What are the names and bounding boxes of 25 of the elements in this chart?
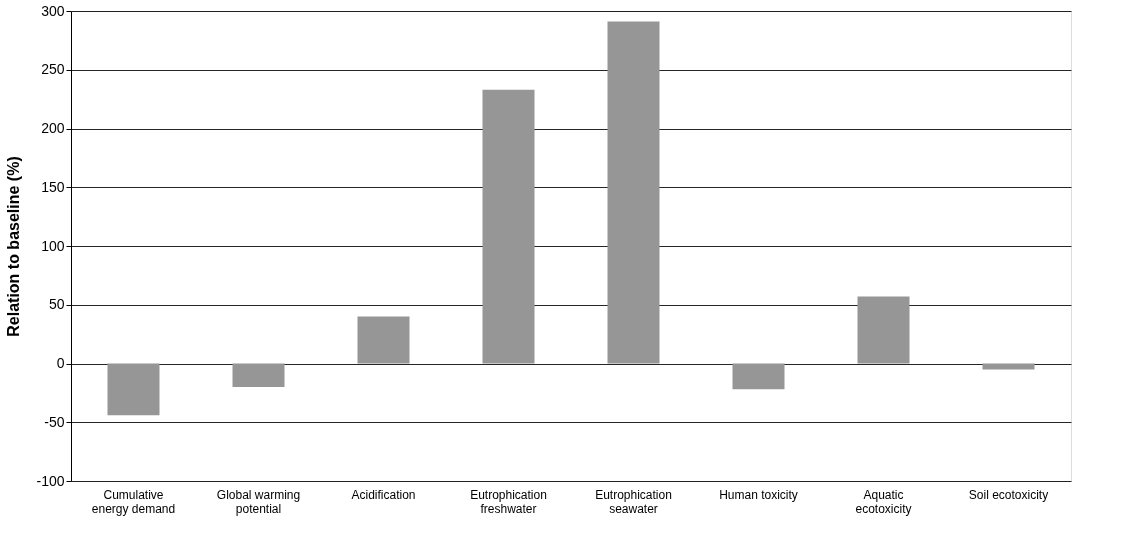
bar xyxy=(607,21,660,364)
y-tick-label: 250 xyxy=(41,61,65,78)
x-tick-label: Eutrophication freshwater xyxy=(470,487,547,516)
x-tick-label: Aquatic ecotoxicity xyxy=(855,487,912,516)
y-tick-label: 0 xyxy=(56,355,65,371)
y-axis-title: Relation to baseline (%) xyxy=(5,156,23,337)
bar xyxy=(732,363,785,390)
x-tick-label: Human toxicity xyxy=(719,487,798,502)
y-tick-label: 200 xyxy=(41,120,65,136)
y-tick-label: 50 xyxy=(48,296,65,313)
x-tick-label: Cumulative energy demand xyxy=(91,487,176,516)
x-tick-label: Acidification xyxy=(351,487,416,502)
x-tick-label: Eutrophication seawater xyxy=(595,487,672,516)
bar xyxy=(232,363,285,387)
y-tick-label: 100 xyxy=(41,237,65,254)
bar xyxy=(107,363,160,416)
y-tick-label: 300 xyxy=(41,2,65,19)
y-tick-label: -50 xyxy=(44,413,65,430)
bar xyxy=(357,316,410,364)
x-tick-label: Soil ecotoxicity xyxy=(968,487,1049,502)
bar xyxy=(482,89,535,364)
x-tick-label: Global warming potential xyxy=(216,487,301,516)
bar xyxy=(857,296,910,364)
y-tick-label: 150 xyxy=(41,178,65,195)
y-tick-label: -100 xyxy=(36,472,65,489)
